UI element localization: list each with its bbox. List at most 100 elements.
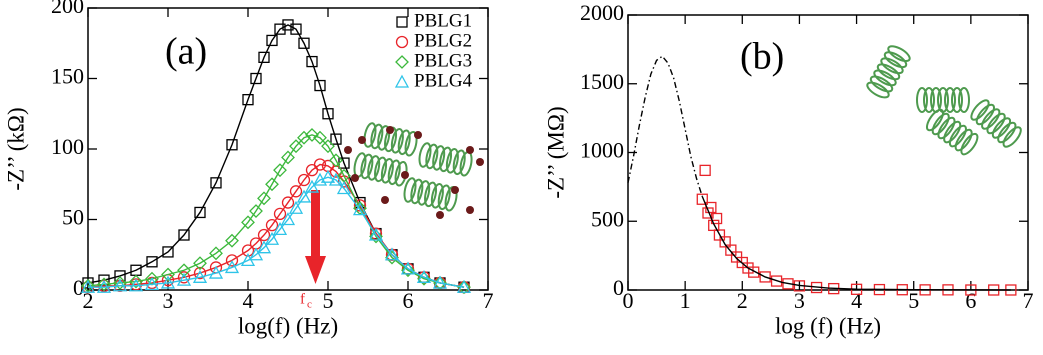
marker bbox=[250, 72, 262, 85]
x-tick-label: 4 bbox=[851, 288, 862, 313]
data-line bbox=[701, 196, 1011, 291]
marker bbox=[297, 173, 311, 187]
marker bbox=[128, 278, 144, 292]
marker bbox=[305, 127, 319, 142]
marker bbox=[296, 189, 312, 203]
marker bbox=[432, 275, 448, 289]
y-tick-label: 150 bbox=[51, 64, 84, 89]
marker bbox=[298, 37, 310, 49]
marker bbox=[274, 23, 286, 35]
marker bbox=[369, 229, 383, 244]
annotation: (a) bbox=[165, 31, 207, 73]
marker bbox=[257, 191, 271, 206]
x-tick-label: 5 bbox=[323, 288, 334, 313]
marker bbox=[713, 229, 726, 241]
marker bbox=[266, 34, 278, 47]
legend-label: PBLG2 bbox=[414, 30, 472, 51]
marker bbox=[297, 130, 311, 145]
arrow bbox=[305, 190, 326, 284]
y-axis-label: -Z’’ (MΩ) bbox=[543, 106, 568, 198]
marker bbox=[290, 23, 302, 35]
marker bbox=[288, 200, 304, 214]
marker bbox=[725, 244, 737, 256]
marker bbox=[265, 218, 279, 232]
legend-marker bbox=[395, 55, 409, 69]
marker bbox=[194, 206, 206, 219]
marker bbox=[313, 158, 327, 171]
marker bbox=[742, 262, 754, 274]
marker bbox=[306, 55, 318, 68]
marker bbox=[210, 177, 222, 189]
marker bbox=[208, 265, 224, 279]
legend-label: PBLG4 bbox=[414, 70, 473, 91]
marker bbox=[401, 263, 415, 278]
marker bbox=[759, 271, 771, 283]
marker bbox=[209, 246, 223, 261]
marker bbox=[241, 244, 255, 257]
marker bbox=[273, 207, 287, 221]
marker bbox=[176, 272, 192, 286]
marker bbox=[82, 277, 94, 289]
helix-cartoon-a bbox=[344, 121, 484, 219]
annotation: f bbox=[300, 291, 305, 307]
marker bbox=[352, 202, 368, 216]
marker bbox=[97, 277, 111, 292]
marker bbox=[96, 279, 112, 293]
marker bbox=[225, 233, 239, 248]
marker bbox=[330, 133, 342, 145]
y-tick-label: 0 bbox=[613, 275, 624, 300]
marker bbox=[321, 139, 335, 154]
marker bbox=[160, 275, 176, 289]
x-tick-label: 2 bbox=[83, 288, 94, 313]
marker bbox=[384, 247, 400, 261]
marker bbox=[289, 185, 303, 198]
marker bbox=[281, 150, 295, 165]
marker bbox=[770, 275, 783, 287]
y-tick-label: 0 bbox=[73, 275, 84, 300]
x-tick-label: 6 bbox=[965, 288, 976, 313]
marker bbox=[305, 163, 319, 177]
marker bbox=[177, 263, 191, 278]
legend-marker bbox=[394, 74, 410, 88]
y-tick-label: 1500 bbox=[580, 69, 624, 94]
x-axis-label: log(f) (Hz) bbox=[238, 313, 338, 338]
marker bbox=[161, 267, 175, 282]
annotation: (b) bbox=[740, 36, 784, 78]
x-tick-label: 2 bbox=[737, 288, 748, 313]
marker bbox=[696, 193, 708, 205]
marker bbox=[708, 219, 720, 232]
y-tick-label: 200 bbox=[51, 0, 84, 18]
marker bbox=[162, 246, 174, 258]
y-axis-label: -Z’’ (kΩ) bbox=[3, 107, 28, 190]
marker bbox=[241, 215, 255, 230]
marker bbox=[705, 201, 717, 214]
marker bbox=[320, 169, 336, 183]
legend-label: PBLG1 bbox=[414, 10, 472, 31]
y-tick-label: 500 bbox=[591, 206, 624, 231]
x-tick-label: 7 bbox=[483, 288, 494, 313]
marker bbox=[417, 271, 431, 286]
marker bbox=[146, 256, 158, 268]
marker bbox=[258, 51, 270, 63]
marker bbox=[416, 269, 432, 283]
marker bbox=[129, 274, 143, 289]
marker bbox=[242, 94, 254, 106]
marker bbox=[457, 280, 471, 295]
helix-cartoon-b bbox=[864, 42, 1025, 158]
marker bbox=[178, 229, 190, 241]
marker bbox=[336, 181, 352, 195]
marker bbox=[225, 254, 239, 267]
marker bbox=[224, 260, 240, 274]
marker bbox=[249, 204, 263, 218]
marker bbox=[265, 177, 279, 192]
x-tick-label: 1 bbox=[680, 288, 691, 313]
marker bbox=[289, 139, 303, 154]
marker bbox=[748, 266, 760, 278]
y-tick-label: 2000 bbox=[580, 0, 624, 25]
marker bbox=[329, 153, 343, 168]
marker bbox=[456, 279, 472, 293]
annotation: c bbox=[307, 299, 312, 311]
marker bbox=[328, 172, 344, 186]
marker bbox=[193, 266, 207, 280]
